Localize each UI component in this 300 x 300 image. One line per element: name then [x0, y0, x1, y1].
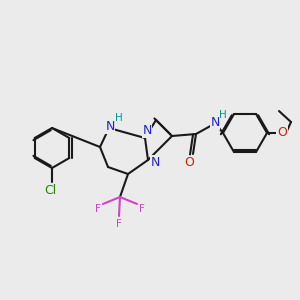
Text: F: F [139, 204, 145, 214]
Text: O: O [184, 157, 194, 169]
Text: H: H [115, 113, 123, 123]
Text: Cl: Cl [44, 184, 56, 197]
Text: N: N [210, 116, 220, 130]
Text: N: N [105, 121, 115, 134]
Text: F: F [95, 204, 101, 214]
Text: H: H [219, 110, 227, 120]
Text: N: N [150, 155, 160, 169]
Text: O: O [277, 127, 287, 140]
Text: N: N [142, 124, 152, 137]
Text: F: F [116, 219, 122, 229]
